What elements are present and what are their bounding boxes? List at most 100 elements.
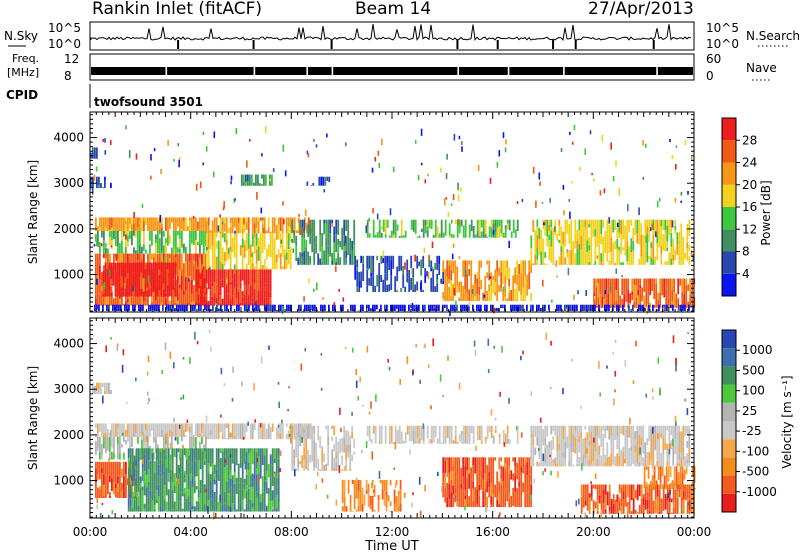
echo-cell bbox=[678, 232, 681, 247]
echo-cell bbox=[109, 461, 111, 471]
echo-cell bbox=[670, 227, 673, 233]
echo-cell bbox=[221, 279, 224, 288]
echo-cell bbox=[646, 508, 649, 514]
echo-cell bbox=[212, 304, 214, 311]
echo-cell bbox=[436, 255, 439, 270]
echo-cell bbox=[141, 217, 143, 231]
echo-cell bbox=[215, 232, 218, 234]
echo-cell bbox=[632, 450, 635, 455]
echo-cell bbox=[109, 224, 111, 230]
echo-cell bbox=[597, 297, 600, 308]
echo-cell bbox=[582, 250, 585, 265]
echo-cell bbox=[206, 303, 209, 309]
echo-cell bbox=[176, 290, 179, 297]
time-axis: 00:00 04:00 08:00 12:00 16:00 20:00 00:00 bbox=[73, 525, 712, 539]
echo-cell bbox=[538, 441, 541, 451]
echo-cell bbox=[370, 276, 373, 286]
echo-cell bbox=[562, 231, 565, 245]
echo-cell bbox=[185, 261, 187, 278]
echo-cell bbox=[468, 496, 471, 507]
echo-cell bbox=[652, 219, 655, 231]
echo-cell bbox=[659, 293, 662, 297]
echo-cell bbox=[548, 304, 550, 310]
echo-cell bbox=[172, 268, 175, 280]
echo-cell bbox=[174, 437, 177, 441]
echo-cell bbox=[520, 289, 523, 295]
echo-cell bbox=[259, 281, 262, 290]
echo-cell bbox=[460, 483, 463, 489]
echo-cell bbox=[532, 439, 535, 446]
echo-cell bbox=[162, 266, 165, 281]
echo-cell bbox=[167, 217, 169, 231]
echo-cell bbox=[691, 157, 693, 160]
echo-cell bbox=[660, 219, 663, 227]
echo-cell bbox=[504, 492, 507, 506]
echo-cell bbox=[422, 425, 425, 442]
echo-cell bbox=[568, 304, 570, 311]
echo-cell bbox=[137, 505, 140, 512]
echo-cell bbox=[573, 124, 576, 130]
echo-cell bbox=[219, 423, 222, 432]
echo-cell bbox=[149, 253, 151, 269]
echo-cell bbox=[464, 304, 466, 311]
echo-cell bbox=[221, 497, 224, 505]
echo-cell bbox=[504, 477, 507, 493]
echo-cell bbox=[667, 297, 670, 304]
echo-cell bbox=[255, 283, 258, 301]
echo-cell bbox=[355, 368, 357, 375]
echo-cell bbox=[552, 227, 555, 243]
echo-cell bbox=[96, 391, 98, 394]
echo-cell bbox=[101, 272, 103, 281]
echo-cell bbox=[404, 262, 406, 270]
echo-cell bbox=[353, 244, 356, 260]
echo-cell bbox=[434, 236, 437, 238]
echo-cell bbox=[289, 217, 292, 228]
echo-cell bbox=[295, 434, 298, 443]
echo-cell bbox=[233, 264, 236, 270]
echo-cell bbox=[671, 480, 674, 489]
echo-cell bbox=[217, 458, 220, 474]
echo-cell bbox=[609, 278, 612, 282]
echo-cell bbox=[516, 309, 518, 311]
echo-cell bbox=[634, 431, 637, 440]
echo-cell bbox=[378, 471, 381, 479]
echo-cell bbox=[458, 281, 461, 293]
echo-cell bbox=[494, 269, 497, 279]
echo-cell bbox=[460, 187, 462, 192]
echo-cell bbox=[448, 266, 451, 280]
echo-cell bbox=[108, 279, 111, 284]
echo-cell bbox=[670, 258, 673, 265]
echo-cell bbox=[488, 425, 491, 433]
echo-cell bbox=[234, 198, 236, 201]
echo-cell bbox=[98, 185, 100, 189]
echo-cell bbox=[500, 219, 503, 230]
echo-cell bbox=[143, 423, 145, 433]
echo-cell bbox=[480, 260, 483, 268]
echo-cell bbox=[141, 434, 143, 437]
echo-cell bbox=[434, 286, 437, 292]
echo-cell bbox=[297, 467, 300, 471]
echo-cell bbox=[235, 458, 238, 466]
echo-cell bbox=[197, 435, 199, 437]
echo-cell bbox=[247, 470, 250, 486]
echo-cell bbox=[269, 178, 271, 182]
echo-cell bbox=[185, 460, 188, 468]
echo-cell bbox=[564, 236, 567, 247]
echo-cell bbox=[542, 261, 545, 265]
echo-cell bbox=[394, 235, 397, 238]
echo-cell bbox=[329, 246, 332, 257]
echo-cell bbox=[137, 423, 139, 437]
echo-cell bbox=[606, 309, 608, 311]
echo-cell bbox=[630, 450, 633, 461]
echo-cell bbox=[189, 239, 191, 243]
echo-cell bbox=[271, 174, 273, 186]
echo-cell bbox=[231, 503, 234, 512]
echo-cell bbox=[195, 253, 197, 262]
echo-cell bbox=[239, 438, 242, 440]
echo-cell bbox=[588, 245, 591, 251]
echo-cell bbox=[498, 150, 501, 157]
echo-cell bbox=[492, 483, 495, 489]
echo-cell bbox=[388, 259, 391, 271]
echo-cell bbox=[592, 231, 595, 238]
echo-cell bbox=[671, 220, 674, 228]
